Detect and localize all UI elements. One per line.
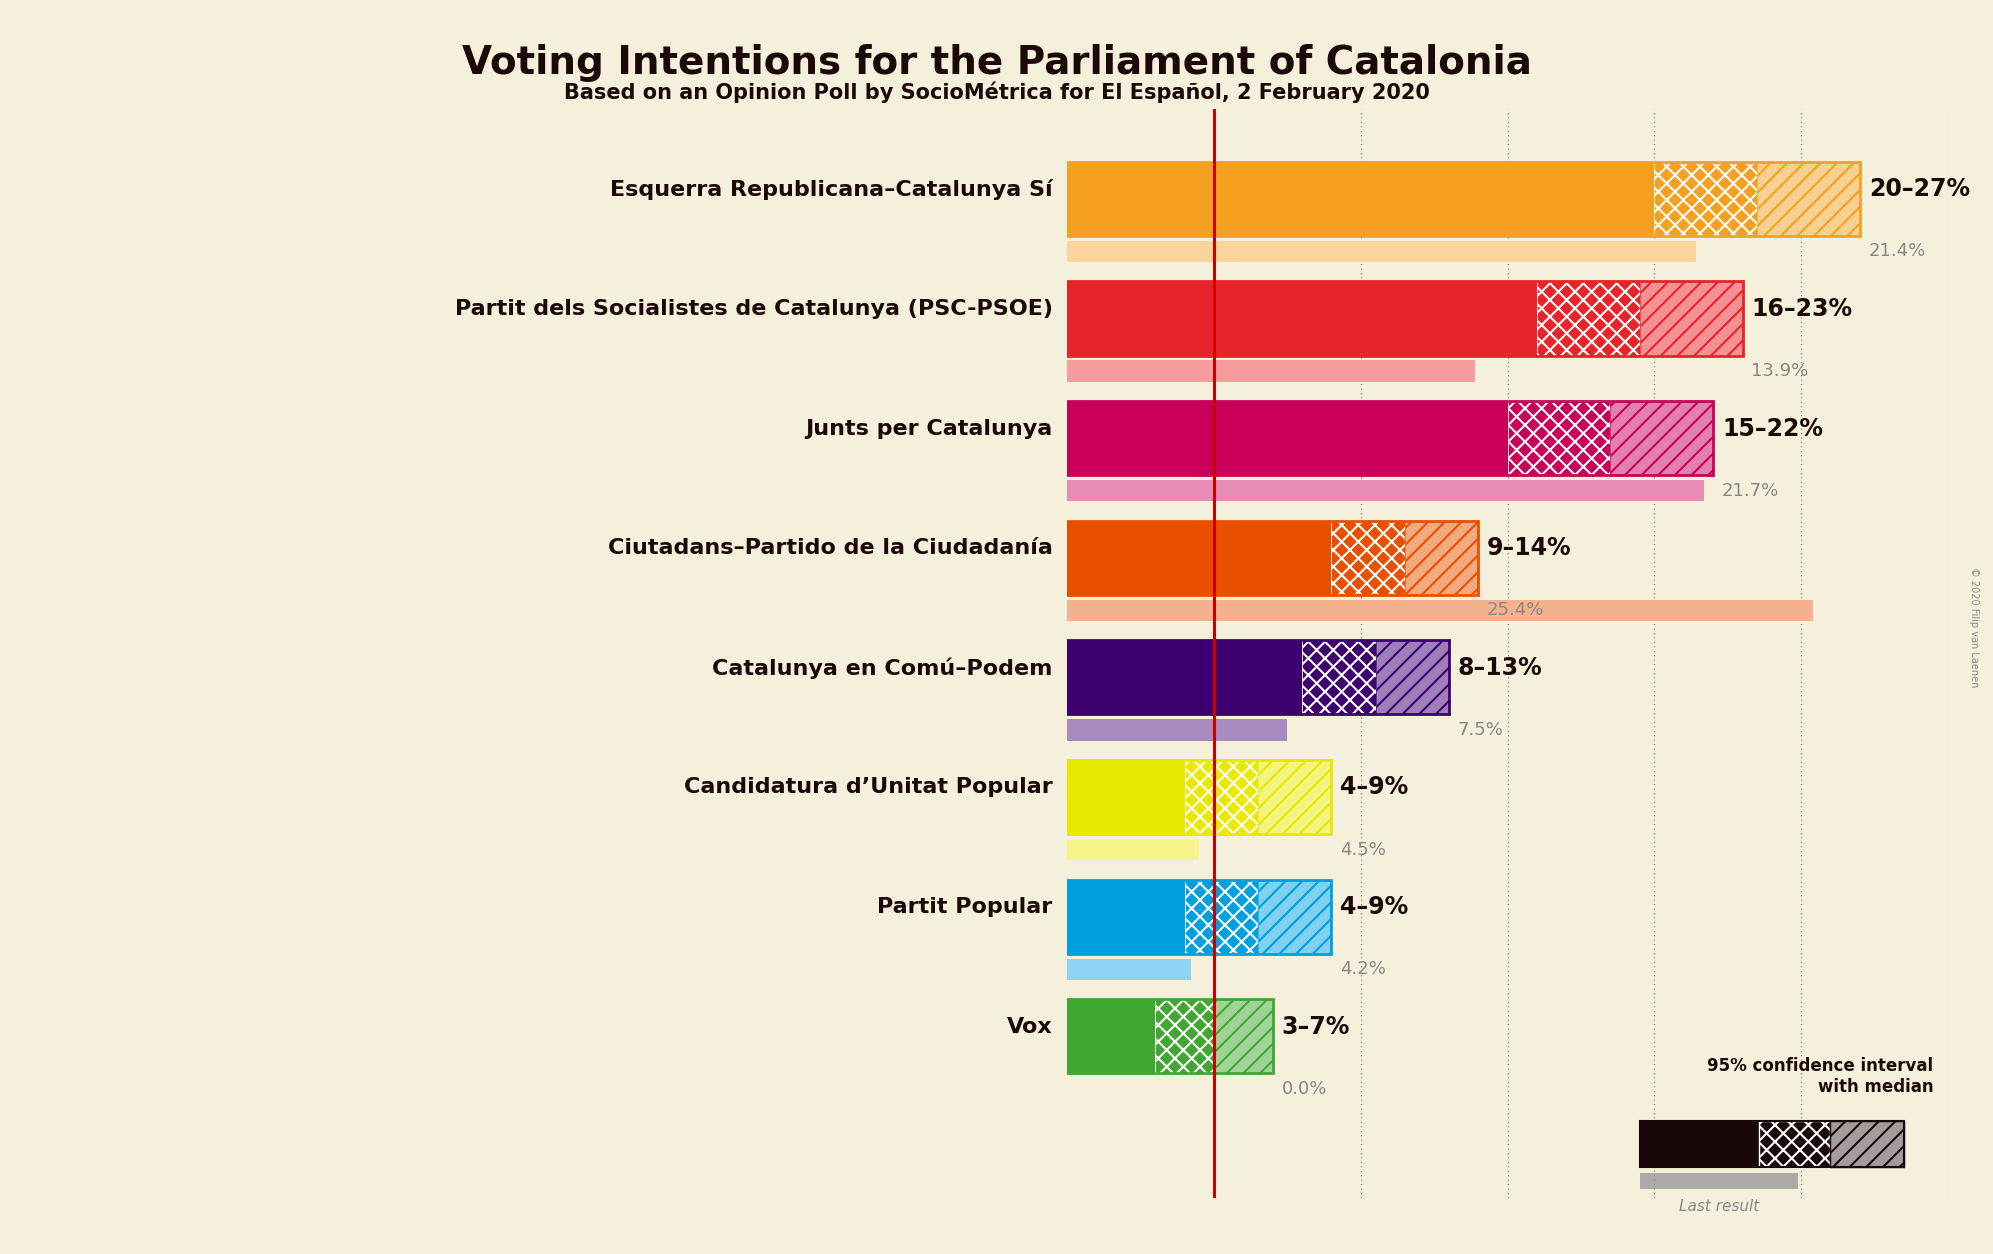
- Bar: [1184, 760, 1258, 834]
- Bar: [1066, 760, 1184, 834]
- Text: Junts per Catalunya: Junts per Catalunya: [805, 419, 1052, 439]
- Text: 20–27%: 20–27%: [1869, 177, 1969, 201]
- Bar: [1184, 879, 1258, 954]
- Bar: [1066, 599, 1814, 621]
- Bar: [1066, 641, 1449, 715]
- Text: 4–9%: 4–9%: [1341, 895, 1409, 919]
- Bar: [1066, 958, 1190, 981]
- Bar: [1537, 281, 1640, 356]
- Text: 9–14%: 9–14%: [1487, 537, 1572, 561]
- Bar: [1066, 281, 1742, 356]
- Bar: [1066, 480, 1704, 502]
- Text: 21.7%: 21.7%: [1722, 482, 1780, 500]
- Text: 13.9%: 13.9%: [1752, 362, 1808, 380]
- Bar: [1066, 760, 1331, 834]
- Bar: [1066, 281, 1537, 356]
- Text: © 2020 Filip van Laenen: © 2020 Filip van Laenen: [1969, 567, 1979, 687]
- Bar: [1654, 162, 1758, 236]
- Bar: [1066, 520, 1331, 594]
- Text: Based on an Opinion Poll by SocioMétrica for El Español, 2 February 2020: Based on an Opinion Poll by SocioMétrica…: [564, 82, 1429, 103]
- Bar: [1066, 401, 1714, 475]
- Bar: [1214, 999, 1274, 1073]
- Bar: [1066, 360, 1475, 382]
- Bar: [1610, 401, 1714, 475]
- Bar: [1066, 999, 1274, 1073]
- Text: 4.5%: 4.5%: [1341, 840, 1387, 859]
- Text: Voting Intentions for the Parliament of Catalonia: Voting Intentions for the Parliament of …: [462, 44, 1531, 82]
- Bar: [1640, 1121, 1758, 1166]
- Bar: [1066, 641, 1301, 715]
- Bar: [1640, 1174, 1798, 1189]
- Bar: [1758, 1121, 1830, 1166]
- Bar: [1066, 879, 1331, 954]
- Text: 3–7%: 3–7%: [1281, 1014, 1349, 1038]
- Text: 21.4%: 21.4%: [1869, 242, 1925, 261]
- Bar: [1258, 879, 1331, 954]
- Bar: [1507, 401, 1610, 475]
- Bar: [1405, 520, 1479, 594]
- Bar: [1258, 760, 1331, 834]
- Bar: [1066, 162, 1654, 236]
- Bar: [1375, 641, 1449, 715]
- Text: 15–22%: 15–22%: [1722, 416, 1824, 440]
- Bar: [1640, 281, 1742, 356]
- Bar: [1301, 641, 1375, 715]
- Text: 7.5%: 7.5%: [1457, 721, 1503, 739]
- Bar: [1640, 1121, 1903, 1166]
- Bar: [1066, 999, 1156, 1073]
- Bar: [1066, 401, 1507, 475]
- Text: 4.2%: 4.2%: [1341, 961, 1387, 978]
- Text: 0.0%: 0.0%: [1281, 1080, 1327, 1099]
- Bar: [1066, 839, 1200, 860]
- Text: Last result: Last result: [1678, 1199, 1760, 1214]
- Text: Vox: Vox: [1006, 1017, 1052, 1037]
- Text: 4–9%: 4–9%: [1341, 775, 1409, 800]
- Text: Partit dels Socialistes de Catalunya (PSC-PSOE): Partit dels Socialistes de Catalunya (PS…: [454, 298, 1052, 319]
- Text: Ciutadans–Partido de la Ciudadanía: Ciutadans–Partido de la Ciudadanía: [608, 538, 1052, 558]
- Bar: [1066, 162, 1859, 236]
- Text: Catalunya en Comú–Podem: Catalunya en Comú–Podem: [712, 657, 1052, 678]
- Text: 16–23%: 16–23%: [1752, 297, 1853, 321]
- Bar: [1331, 520, 1405, 594]
- Text: 95% confidence interval
with median: 95% confidence interval with median: [1708, 1057, 1933, 1096]
- Text: Candidatura d’Unitat Popular: Candidatura d’Unitat Popular: [684, 777, 1052, 798]
- Bar: [1830, 1121, 1903, 1166]
- Bar: [1066, 879, 1184, 954]
- Bar: [1066, 720, 1287, 741]
- Text: Partit Popular: Partit Popular: [877, 897, 1052, 917]
- Bar: [1156, 999, 1214, 1073]
- Bar: [1066, 520, 1479, 594]
- Bar: [1758, 162, 1859, 236]
- Text: 8–13%: 8–13%: [1457, 656, 1543, 680]
- Text: Esquerra Republicana–Catalunya Sí: Esquerra Republicana–Catalunya Sí: [610, 179, 1052, 199]
- Bar: [1066, 241, 1696, 262]
- Text: 25.4%: 25.4%: [1487, 602, 1545, 619]
